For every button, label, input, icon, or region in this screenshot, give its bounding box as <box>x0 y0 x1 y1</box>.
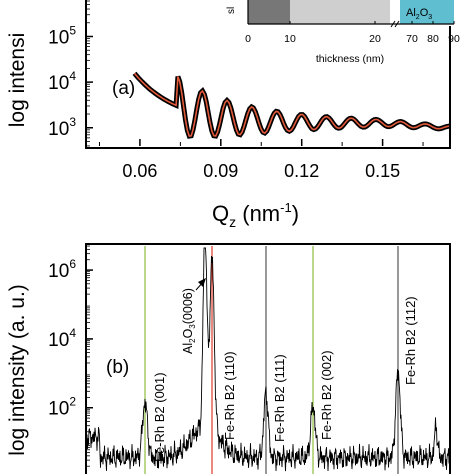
panel-a-y-tick-label: 104 <box>48 69 76 94</box>
inset-axis-break-1 <box>390 20 396 28</box>
substrate-peak-label: Al2O3(0006) <box>181 288 197 354</box>
panel-a: 0.06 0.09 0.12 0.15 103 104 105 0 10 20 70 80 90 sl… <box>6 0 460 230</box>
peak-label-001: Fe-Rh B2 (001) <box>152 372 167 462</box>
panel-a-y-tick-label: 103 <box>48 115 76 140</box>
inset-y-label: sl <box>226 7 237 14</box>
inset-x-tick-label: 70 <box>406 33 418 45</box>
panel-a-y-tick-label: 105 <box>48 24 76 49</box>
panel-a-frame <box>85 0 451 149</box>
inset-x-tick-label: 80 <box>427 33 439 45</box>
panel-a-x-tick-label: 0.15 <box>365 161 400 181</box>
inset-layer-2 <box>290 0 390 24</box>
inset-x-tick-label: 0 <box>245 33 251 45</box>
panel-b: 102 104 106 (b) log intensity (a. u.) Fe-R… <box>6 243 451 474</box>
panel-b-y-label: log intensity (a. u.) <box>6 284 29 456</box>
peak-label-111: Fe-Rh B2 (111) <box>272 354 287 442</box>
inset-x-label: thickness (nm) <box>316 53 384 65</box>
inset-layer-substrate <box>400 0 454 24</box>
substrate-peak-arrowhead <box>198 278 206 287</box>
panel-a-x-label: Qz (nm-1) <box>212 200 299 230</box>
panel-b-y-tick-label: 104 <box>48 326 76 351</box>
inset-x-tick-label: 20 <box>369 33 381 45</box>
inset-axis-break-2 <box>394 20 400 28</box>
panel-b-data <box>86 247 450 472</box>
panel-a-measured-series <box>132 71 450 139</box>
peak-label-002: Fe-Rh B2 (002) <box>319 350 334 440</box>
panel-a-tag: (a) <box>112 78 135 99</box>
panel-a-y-label: log intensi <box>6 33 29 128</box>
panel-b-y-tick-label: 102 <box>48 395 76 420</box>
inset-layer-1 <box>248 0 290 24</box>
panel-b-frame <box>85 243 451 474</box>
panel-a-x-tick-label: 0.12 <box>284 161 319 181</box>
inset-x-tick-label: 10 <box>284 33 296 45</box>
inset-substrate-label: Al2O3 <box>406 7 432 21</box>
panel-a-fit-series <box>133 72 450 137</box>
panel-a-x-tick-label: 0.09 <box>203 161 238 181</box>
inset-ticks: 0 10 20 70 80 90 <box>245 21 460 45</box>
panel-b-peak-lines <box>144 246 399 474</box>
inset-x-tick-label: 90 <box>448 33 460 45</box>
panel-b-xrd-series <box>86 247 450 472</box>
peak-label-112: Fe-Rh B2 (112) <box>403 296 418 385</box>
peak-label-110: Fe-Rh B2 (110) <box>222 351 237 440</box>
panel-a-inset: 0 10 20 70 80 90 sl thickness (nm) Al2O3 <box>226 0 460 65</box>
panel-a-ticks: 0.06 0.09 0.12 0.15 103 104 105 <box>48 0 424 181</box>
panel-a-data <box>132 71 450 139</box>
panel-b-y-tick-label: 106 <box>48 257 76 282</box>
panel-b-tag: (b) <box>106 357 129 378</box>
panel-a-x-tick-label: 0.06 <box>122 161 157 181</box>
